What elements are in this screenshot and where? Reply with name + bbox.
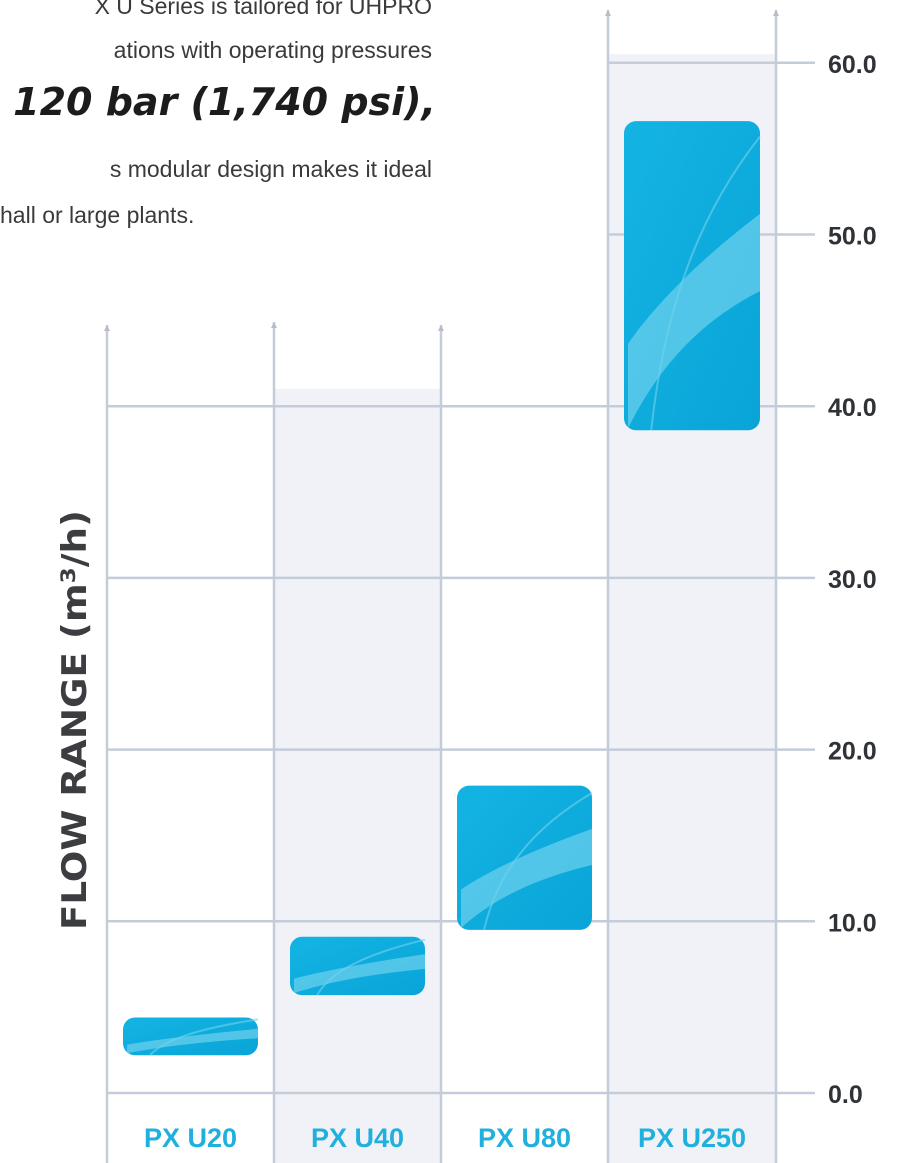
axis-arrowhead — [605, 10, 611, 16]
range-bar — [457, 785, 593, 931]
y-tick-label: 0.0 — [828, 1081, 863, 1109]
category-label: PX U80 — [478, 1123, 571, 1153]
axis-arrowhead — [773, 10, 779, 16]
y-tick-label: 60.0 — [828, 51, 877, 79]
intro-line-1: X U Series is tailored for UHPRO — [94, 0, 432, 19]
range-bar — [123, 1017, 259, 1056]
axis-arrowhead — [438, 325, 444, 331]
y-tick-label: 50.0 — [828, 223, 877, 251]
y-tick-label: 10.0 — [828, 909, 877, 937]
range-bar — [290, 936, 426, 996]
axis-arrowhead — [271, 322, 277, 328]
intro-highlight: o 120 bar (1,740 psi), — [0, 80, 436, 124]
intro-line-2: ations with operating pressures — [113, 37, 432, 63]
y-tick-label: 20.0 — [828, 738, 877, 766]
range-bar — [624, 121, 761, 431]
category-label: PX U20 — [144, 1123, 237, 1153]
axis-arrowhead — [104, 325, 110, 331]
category-label: PX U250 — [638, 1123, 746, 1153]
y-tick-label: 40.0 — [828, 394, 877, 422]
y-tick-label: 30.0 — [828, 566, 877, 594]
intro-line-4: hall or large plants. — [0, 202, 195, 228]
category-label: PX U40 — [311, 1123, 404, 1153]
column-background — [274, 389, 441, 1163]
y-axis-label: FLOW RANGE (m³/h) — [55, 510, 95, 930]
intro-line-3: s modular design makes it ideal — [109, 156, 432, 182]
